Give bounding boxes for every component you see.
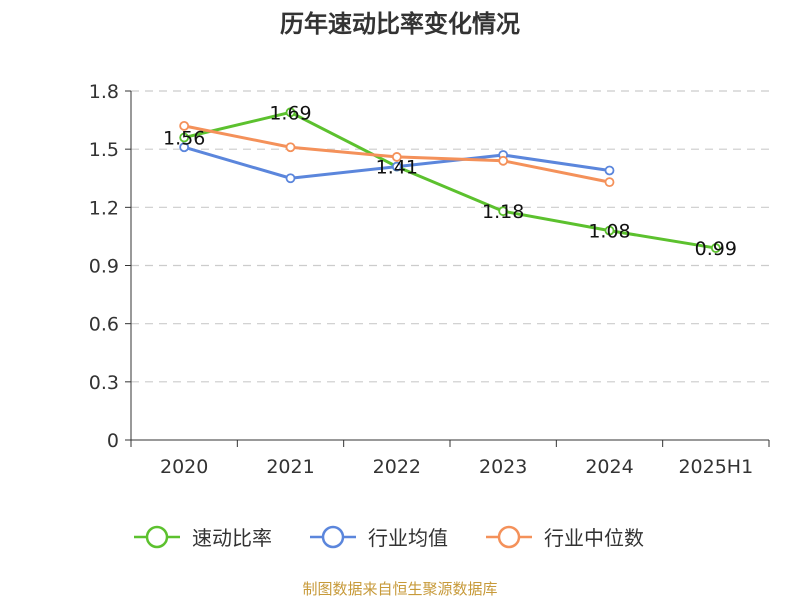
legend-label-1: 速动比率 <box>192 526 272 550</box>
data-point-series-2 <box>179 142 190 153</box>
data-label: 0.99 <box>695 238 737 260</box>
y-tick-label: 0 <box>107 430 119 452</box>
series-lines <box>179 107 721 253</box>
data-labels: 1.56 1.69 1.41 1.18 1.08 0.99 <box>163 102 737 260</box>
chart-title: 历年速动比率变化情况 <box>280 10 520 38</box>
data-point-series-3 <box>391 152 402 162</box>
legend: 速动比率 行业均值 行业中位数 <box>134 525 644 550</box>
axes: 0 0.3 0.6 0.9 1.2 1.5 1.8 2020 2021 2022 2023 2024 2… <box>89 81 770 478</box>
data-point-series-1 <box>285 107 296 118</box>
data-label: 1.41 <box>376 157 418 179</box>
legend-label-3: 行业中位数 <box>544 526 644 550</box>
data-point-series-2 <box>604 165 615 176</box>
source-note: 制图数据来自恒生聚源数据库 <box>302 580 497 598</box>
x-tick-label: 2021 <box>266 456 314 478</box>
x-tick-label: 2022 <box>373 456 421 478</box>
y-tick-label: 1.8 <box>89 81 119 103</box>
data-point-series-1 <box>604 225 615 236</box>
y-tick-label: 0.6 <box>89 314 119 336</box>
data-label: 1.18 <box>482 201 524 223</box>
data-point-series-1 <box>710 243 721 253</box>
y-tick-label: 1.2 <box>89 197 119 219</box>
y-tick-label: 0.3 <box>89 372 119 394</box>
data-point-series-2 <box>391 161 402 172</box>
legend-label-2: 行业均值 <box>368 526 448 550</box>
data-point-series-2 <box>285 173 296 184</box>
data-point-series-3 <box>285 142 296 153</box>
data-label: 1.08 <box>588 221 630 243</box>
data-point-series-1 <box>498 206 509 217</box>
x-tick-label: 2025H1 <box>678 456 753 478</box>
data-point-series-3 <box>179 121 190 131</box>
series-line-1 <box>183 110 717 250</box>
data-point-series-3 <box>498 155 509 166</box>
data-label: 1.69 <box>269 102 311 124</box>
data-label: 1.56 <box>163 128 205 150</box>
legend-marker-3 <box>497 525 521 549</box>
x-tick-label: 2023 <box>479 456 527 478</box>
y-tick-label: 0.9 <box>89 256 119 278</box>
y-tick-label: 1.5 <box>89 139 119 161</box>
x-tick-label: 2024 <box>585 456 633 478</box>
legend-marker-2 <box>321 525 345 549</box>
data-point-series-1 <box>179 132 190 143</box>
x-tick-label: 2020 <box>160 456 208 478</box>
data-point-series-3 <box>604 177 615 188</box>
legend-marker-1 <box>145 525 169 549</box>
